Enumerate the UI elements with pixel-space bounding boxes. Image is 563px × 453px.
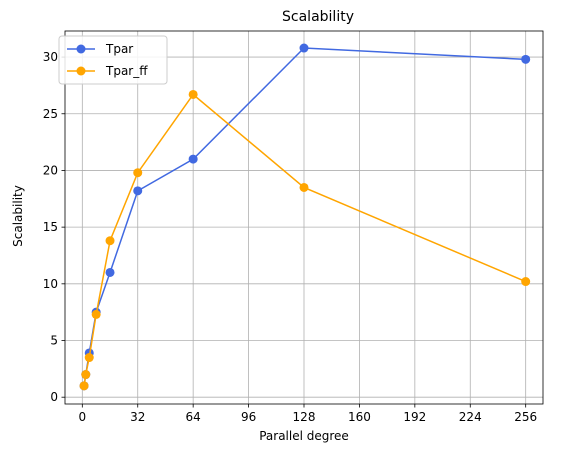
data-point-tpar [521,54,531,64]
data-point-tpar-ff [81,370,91,380]
x-tick-label: 64 [186,410,201,424]
series-line-tpar [83,47,526,386]
legend-marker-tpar-ff [76,66,86,76]
legend-label-tpar: Tpar [105,42,133,56]
y-axis-label: Scalability [11,185,25,247]
data-point-tpar-ff [79,381,89,391]
data-point-tpar [188,154,198,164]
data-point-tpar-ff [84,353,94,363]
data-point-tpar [133,186,143,196]
x-tick-label: 192 [403,410,426,424]
x-tick-label: 32 [130,410,145,424]
x-axis: 0 32 64 96 128 160 192 224 256 [78,404,537,424]
legend-box [58,35,168,85]
y-tick-label: 0 [50,390,58,404]
y-tick-label: 30 [43,50,58,64]
x-axis-label: Parallel degree [259,429,349,443]
x-tick-label: 256 [514,410,537,424]
series-layer [79,43,531,391]
legend-label-tpar-ff: Tpar_ff [105,64,148,78]
grid [65,31,543,404]
data-point-tpar [105,267,115,277]
series-line-tpar-ff [83,93,526,386]
y-tick-label: 5 [50,334,58,348]
y-tick-label: 15 [43,220,58,234]
data-point-tpar-ff [299,182,309,192]
data-point-tpar [299,43,309,53]
y-axis: 0 5 10 15 20 25 30 [43,50,65,404]
data-point-tpar-ff [188,89,198,99]
y-tick-label: 20 [43,163,58,177]
data-point-tpar-ff [91,309,101,319]
legend-marker-tpar [76,44,86,54]
legend: Tpar Tpar_ff [58,35,168,85]
x-tick-label: 128 [293,410,316,424]
x-tick-label: 96 [241,410,256,424]
data-point-tpar-ff [521,277,531,287]
x-tick-label: 224 [459,410,482,424]
y-tick-label: 10 [43,277,58,291]
data-point-tpar-ff [105,236,115,246]
x-tick-label: 160 [348,410,371,424]
x-tick-label: 0 [78,410,86,424]
data-point-tpar-ff [133,168,143,178]
chart-title: Scalability [282,9,354,25]
y-tick-label: 25 [43,107,58,121]
